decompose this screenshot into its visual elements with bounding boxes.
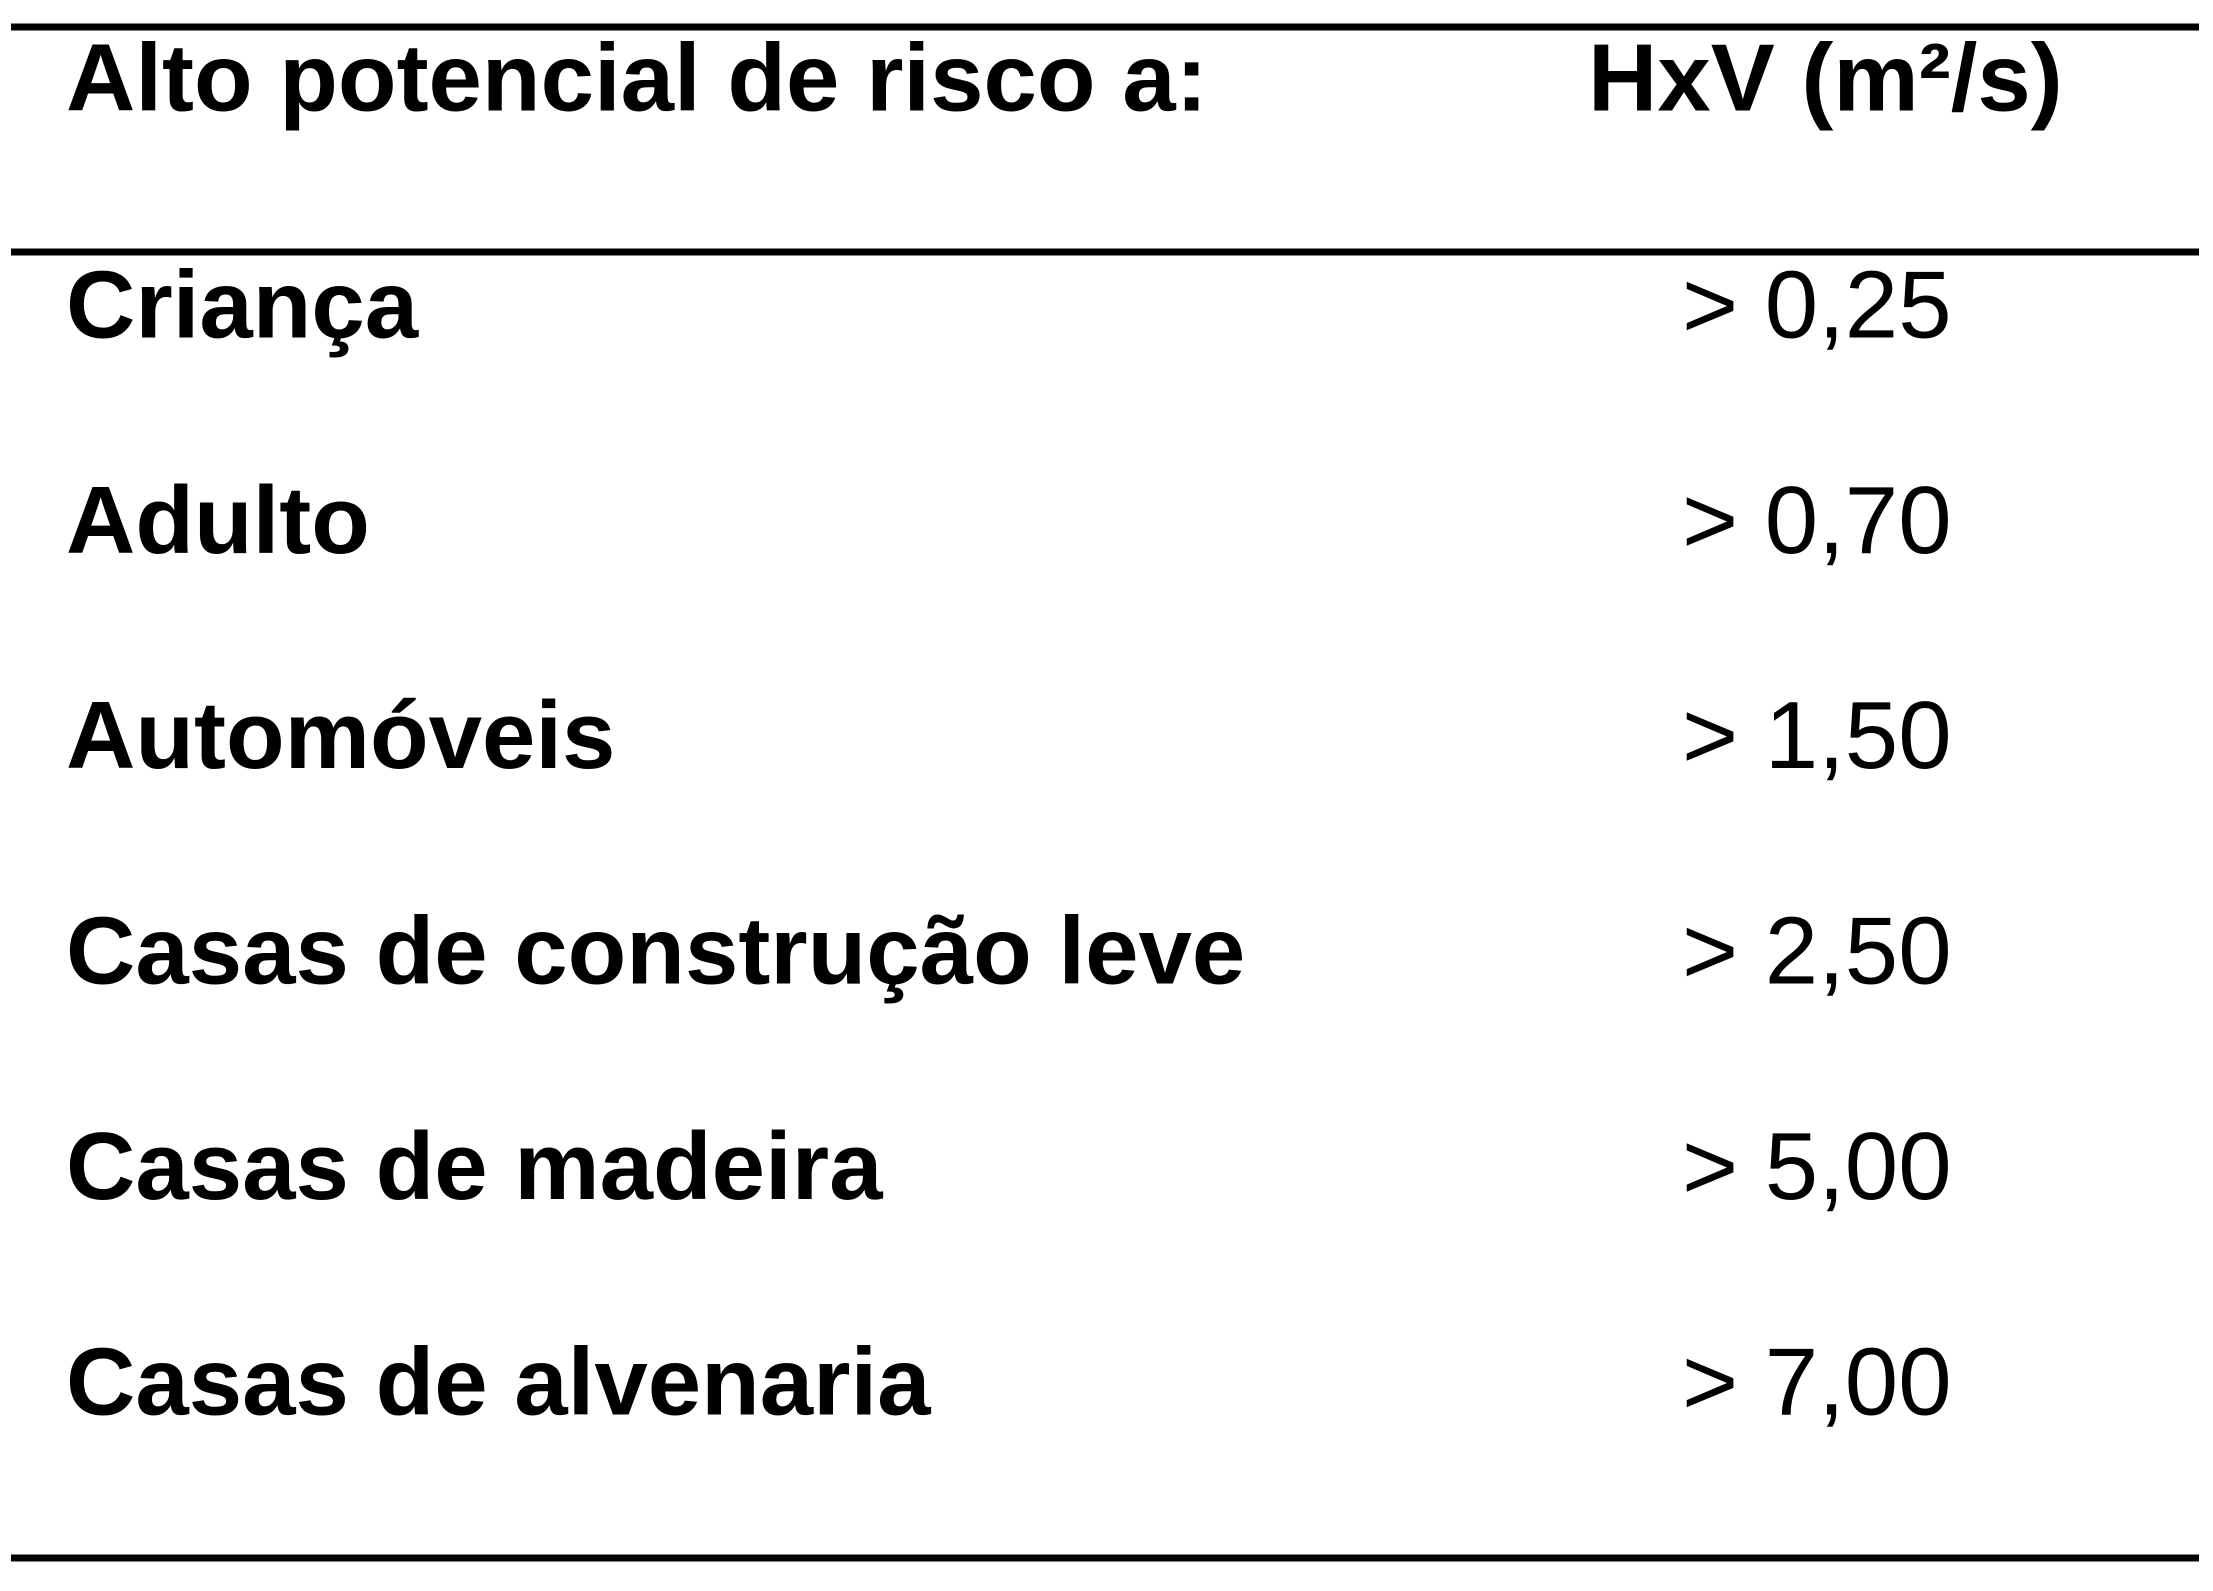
header-cell: Alto potencial de risco a:: [66, 24, 1208, 131]
row-value: > 1,50: [1682, 682, 1952, 789]
row-label: Casas de alvenaria: [66, 1328, 931, 1435]
row-value: > 2,50: [1682, 898, 1952, 1005]
row-label: Adulto: [66, 467, 370, 574]
row-value: > 0,70: [1682, 467, 1952, 574]
row-value: > 5,00: [1682, 1113, 1952, 1220]
row-value: > 7,00: [1682, 1328, 1952, 1435]
row-label: Casas de madeira: [66, 1113, 883, 1220]
row-label: Criança: [66, 251, 419, 358]
row-label: Casas de construção leve: [66, 898, 1245, 1005]
row-label: Automóveis: [66, 682, 615, 789]
header-cell: HxV (m²/s): [1588, 24, 2063, 131]
row-value: > 0,25: [1682, 251, 1952, 358]
